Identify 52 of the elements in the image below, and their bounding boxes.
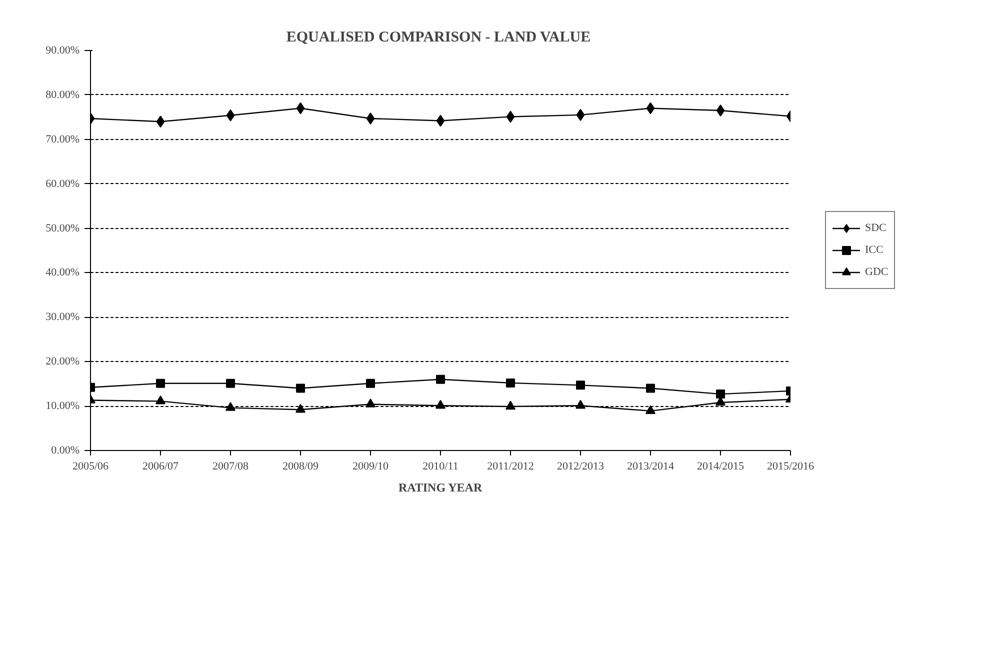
point — [226, 402, 236, 411]
y-tick-label: 10.00% — [46, 400, 80, 412]
x-tick-label: 2007/08 — [212, 460, 250, 472]
point — [296, 404, 306, 413]
x-tick-label: 2012/2013 — [556, 460, 605, 472]
x-tick-label: 2006/07 — [142, 460, 180, 472]
x-axis-title: RATING YEAR — [398, 480, 482, 494]
chart-title: EQUALISED COMPARISON - LAND VALUE — [286, 30, 591, 46]
point — [226, 378, 235, 388]
legend-label: ICC — [865, 244, 884, 256]
point — [156, 378, 165, 388]
y-tick-label: 40.00% — [46, 266, 80, 279]
point — [716, 390, 725, 399]
x-tick-label: 2009/10 — [352, 460, 390, 472]
x-tick-label: 2011/2012 — [487, 460, 534, 472]
point — [646, 384, 655, 393]
point — [646, 102, 655, 114]
y-tick-label: 60.00% — [46, 178, 80, 190]
y-tick-label: 20.00% — [46, 356, 80, 368]
y-tick-label: 0.00% — [51, 444, 80, 456]
point — [156, 395, 166, 404]
point — [436, 400, 446, 409]
point — [156, 116, 165, 128]
y-tick-label: 80.00% — [46, 88, 80, 101]
y-tick-label: 30.00% — [46, 311, 80, 324]
point — [576, 108, 585, 121]
x-tick-label: 2005/06 — [72, 460, 110, 472]
point — [366, 398, 376, 408]
y-tick-label: 70.00% — [46, 133, 80, 146]
point — [366, 378, 375, 388]
point — [366, 112, 375, 124]
x-tick-label: 2015/2016 — [766, 460, 815, 472]
y-tick-label: 50.00% — [46, 222, 80, 234]
x-tick-label: 2013/2014 — [626, 460, 675, 472]
x-tick-label: 2008/09 — [282, 460, 320, 472]
point — [436, 114, 445, 127]
point — [296, 102, 305, 114]
point — [506, 400, 516, 410]
point — [646, 405, 656, 414]
legend-label: GDC — [865, 266, 888, 278]
point — [576, 380, 585, 390]
point — [576, 400, 586, 409]
x-tick-label: 2014/2015 — [696, 460, 745, 472]
y-tick-label: 90.00% — [46, 44, 80, 56]
point — [226, 109, 235, 122]
legend-label: SDC — [865, 222, 886, 234]
point — [716, 104, 725, 116]
point — [436, 374, 445, 384]
point — [296, 384, 305, 393]
x-tick-label: 2010/11 — [422, 460, 458, 472]
point — [506, 110, 515, 123]
point — [506, 378, 515, 388]
